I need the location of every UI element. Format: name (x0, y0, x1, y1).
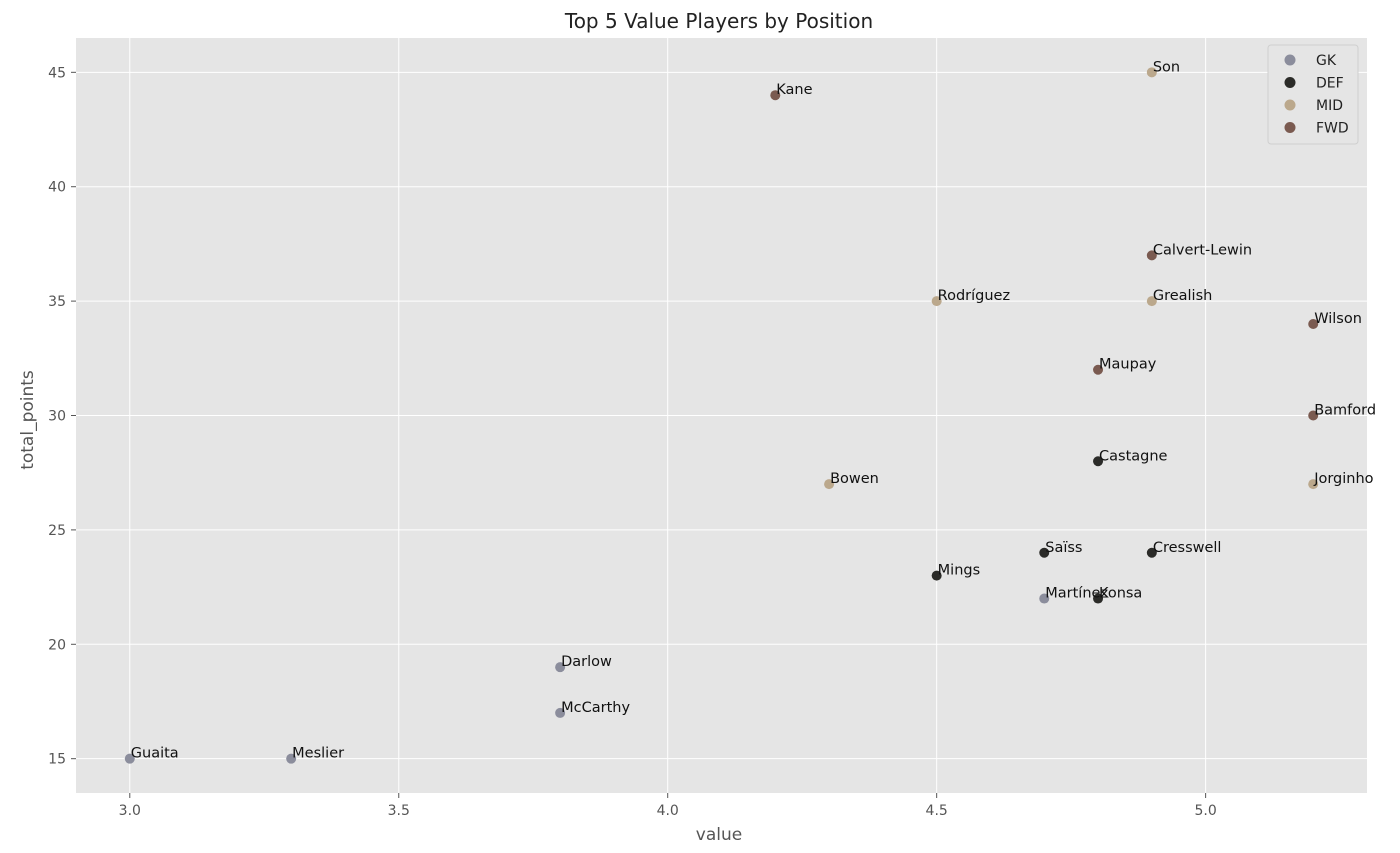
point-label: Meslier (292, 746, 344, 762)
x-tick-label: 5.0 (1194, 803, 1216, 819)
legend-entry: GK (1316, 53, 1337, 69)
point-label: Bamford (1314, 403, 1376, 419)
point-label: Mings (938, 563, 981, 579)
point-label: Calvert-Lewin (1153, 242, 1252, 258)
data-point-mid (824, 479, 835, 490)
data-point-fwd (1308, 410, 1319, 421)
point-label: Rodríguez (938, 288, 1010, 304)
point-label: Maupay (1099, 357, 1157, 373)
data-point-fwd (770, 90, 781, 101)
x-axis-label: value (696, 825, 742, 845)
chart-title: Top 5 Value Players by Position (564, 9, 873, 33)
data-point-def (1093, 456, 1104, 467)
point-label: Guaita (131, 746, 179, 762)
point-label: Martínez (1045, 586, 1108, 602)
legend-marker (1284, 77, 1296, 88)
data-point-fwd (1308, 318, 1319, 329)
point-label: Grealish (1153, 288, 1213, 304)
data-point-mid (1146, 67, 1157, 78)
y-axis-label: total_points (18, 370, 38, 470)
data-point-mid (931, 296, 942, 307)
y-axis-ticks: 15 20 25 30 35 40 45 (48, 65, 76, 768)
data-point-gk (1039, 593, 1050, 604)
data-point-def (931, 570, 942, 581)
point-label: Konsa (1099, 586, 1142, 602)
point-label: Wilson (1314, 311, 1362, 327)
legend-box (1267, 44, 1359, 145)
data-points (124, 67, 1319, 764)
data-point-def (1093, 593, 1104, 604)
data-point-fwd (1093, 364, 1104, 375)
legend-marker (1284, 122, 1296, 133)
data-point-def (1039, 547, 1050, 558)
legend: GK DEF MID FWD (1267, 44, 1359, 145)
data-point-mid (1308, 479, 1319, 490)
point-label: Kane (776, 82, 812, 98)
y-tick-label: 30 (48, 409, 66, 425)
legend-entry: MID (1316, 98, 1343, 114)
y-tick-label: 45 (48, 65, 66, 81)
legend-marker (1284, 54, 1296, 66)
y-tick-label: 35 (48, 294, 66, 310)
y-tick-label: 15 (48, 752, 66, 768)
point-labels: Guaita Meslier McCarthy Darlow Martínez Mings… (131, 59, 1376, 761)
legend-entry: DEF (1316, 76, 1344, 92)
point-label: Saïss (1045, 540, 1082, 556)
x-tick-label: 4.0 (657, 803, 679, 819)
x-tick-label: 4.5 (926, 803, 948, 819)
x-tick-label: 3.0 (119, 803, 141, 819)
legend-marker (1284, 99, 1296, 111)
data-point-gk (286, 753, 297, 764)
legend-entry: FWD (1316, 121, 1349, 137)
point-label: Jorginho (1313, 471, 1373, 487)
data-point-mid (1146, 296, 1157, 307)
y-tick-label: 20 (48, 637, 66, 653)
x-tick-label: 3.5 (388, 803, 410, 819)
y-tick-label: 25 (48, 523, 66, 539)
data-point-def (1146, 547, 1157, 558)
point-label: Darlow (561, 654, 612, 670)
point-label: Castagne (1099, 448, 1168, 464)
point-label: Son (1153, 59, 1180, 75)
point-label: McCarthy (561, 700, 630, 716)
x-axis-ticks: 3.0 3.5 4.0 4.5 5.0 (119, 793, 1217, 819)
point-label: Cresswell (1153, 540, 1222, 556)
data-point-gk (124, 753, 135, 764)
y-tick-label: 40 (48, 180, 66, 196)
data-point-gk (555, 662, 566, 673)
point-label: Bowen (830, 471, 879, 487)
data-point-fwd (1146, 250, 1157, 261)
data-point-gk (555, 707, 566, 718)
